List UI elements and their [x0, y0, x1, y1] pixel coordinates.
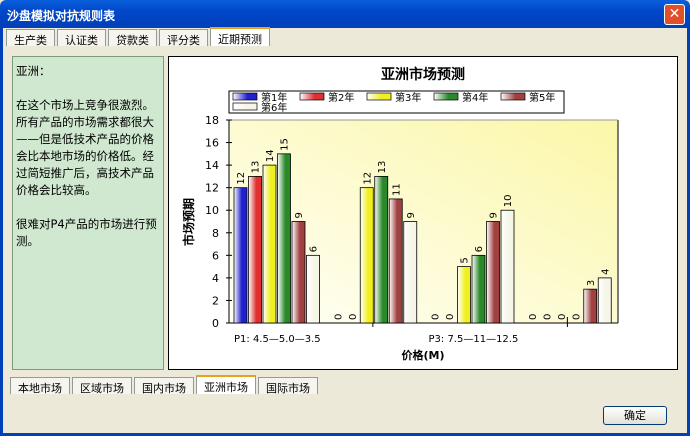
market-description: 亚洲： 在这个市场上竞争很激烈。所有产品的市场需求都很大——但是低技术产品的价格…: [12, 56, 164, 370]
data-label: 12: [362, 172, 373, 185]
tab-4[interactable]: 国际市场: [258, 377, 318, 395]
y-tick-label: 4: [212, 272, 219, 285]
data-label: 9: [489, 212, 500, 218]
data-label: 11: [391, 183, 402, 196]
description-heading: 亚洲：: [16, 64, 51, 78]
bar: [248, 175, 262, 324]
data-label: 13: [377, 161, 388, 174]
data-label: 14: [265, 149, 276, 162]
bar: [374, 175, 389, 324]
legend-label-0: 第1年: [261, 91, 287, 104]
data-label: 9: [294, 212, 305, 218]
y-tick-label: 0: [212, 317, 219, 330]
bar: [233, 187, 248, 324]
tab-1[interactable]: 认证类: [57, 29, 106, 47]
bar: [471, 254, 486, 324]
ok-button[interactable]: 确定: [603, 406, 667, 425]
window-title: 沙盘模拟对抗规则表: [7, 9, 116, 23]
data-label: 4: [600, 269, 611, 275]
tab-2[interactable]: 贷款类: [108, 29, 157, 47]
y-tick-label: 2: [212, 294, 219, 307]
legend-swatch-5: [232, 102, 258, 111]
y-tick-label: 8: [212, 227, 219, 240]
y-axis-title: 市场预期: [181, 198, 196, 246]
bar: [583, 288, 598, 324]
tab-3[interactable]: 亚洲市场: [196, 375, 256, 394]
legend-label-3: 第4年: [462, 91, 488, 104]
legend-label-4: 第5年: [529, 91, 555, 104]
data-label: 9: [406, 212, 417, 218]
close-button[interactable]: ✕: [664, 4, 685, 25]
y-tick-label: 14: [205, 159, 219, 172]
data-label: 3: [586, 280, 597, 286]
tab-2[interactable]: 国内市场: [134, 377, 194, 395]
description-para1: 在这个市场上竞争很激烈。所有产品的市场需求都很大——但是低技术产品的价格会比本地…: [16, 98, 154, 197]
tab-3[interactable]: 评分类: [159, 29, 208, 47]
bar: [457, 266, 471, 324]
legend-swatch-3: [433, 92, 459, 101]
chart-title: 亚洲市场预测: [381, 66, 465, 83]
tab-0[interactable]: 生产类: [6, 29, 55, 47]
data-label: 0: [431, 314, 442, 320]
data-label: 0: [348, 314, 359, 320]
x-axis-title: 价格(M): [401, 348, 444, 362]
bar: [500, 209, 515, 324]
data-label: 0: [528, 314, 539, 320]
bottom-tabs: 本地市场 区域市场 国内市场 亚洲市场 国际市场: [10, 375, 320, 395]
legend-swatch-2: [366, 92, 392, 101]
legend-label-5: 第6年: [261, 101, 287, 114]
tab-1[interactable]: 区域市场: [72, 377, 132, 395]
bar: [597, 277, 612, 324]
title-bar: 沙盘模拟对抗规则表 ✕: [0, 0, 690, 28]
description-para2: 很难对P4产品的市场进行预测。: [16, 217, 157, 248]
data-label: 6: [474, 246, 485, 252]
data-label: 0: [557, 314, 568, 320]
legend-swatch-1: [299, 92, 325, 101]
data-label: 12: [236, 172, 247, 185]
legend-swatch-4: [500, 92, 526, 101]
bar: [403, 221, 418, 324]
y-tick-label: 10: [205, 204, 219, 217]
bar: [359, 187, 374, 324]
data-label: 0: [333, 314, 344, 320]
legend-label-1: 第2年: [328, 91, 354, 104]
y-tick-label: 6: [212, 249, 219, 262]
window-frame: [0, 28, 690, 436]
data-label: 10: [503, 194, 514, 207]
bar: [262, 164, 277, 324]
data-label: 0: [445, 314, 456, 320]
data-label: 13: [251, 161, 262, 174]
bar: [486, 221, 500, 324]
y-tick-label: 12: [205, 182, 219, 195]
x-tick-label: P3: 7.5—11—12.5: [429, 334, 519, 345]
x-tick-label: P1: 4.5—5.0—3.5: [234, 334, 321, 345]
y-tick-label: 16: [205, 137, 219, 150]
chart-panel: 亚洲市场预测第1年 第2年 第3年 第4年 第5年第6年 0 2 4 6 8 10 12 14 16 18 P…: [168, 56, 678, 370]
top-tabs: 生产类 认证类 贷款类 评分类 近期预测: [6, 27, 272, 47]
data-label: 0: [571, 314, 582, 320]
tab-4[interactable]: 近期预测: [210, 27, 270, 46]
data-label: 0: [542, 314, 553, 320]
legend-label-2: 第3年: [395, 91, 421, 104]
bar: [291, 221, 306, 324]
bar: [388, 198, 403, 324]
data-label: 6: [309, 246, 320, 252]
bar: [306, 254, 320, 324]
legend-swatch-0: [232, 92, 258, 101]
data-label: 15: [280, 138, 291, 151]
tab-0[interactable]: 本地市场: [10, 377, 70, 395]
bar: [277, 153, 291, 324]
y-tick-label: 18: [205, 114, 219, 127]
data-label: 5: [460, 257, 471, 263]
